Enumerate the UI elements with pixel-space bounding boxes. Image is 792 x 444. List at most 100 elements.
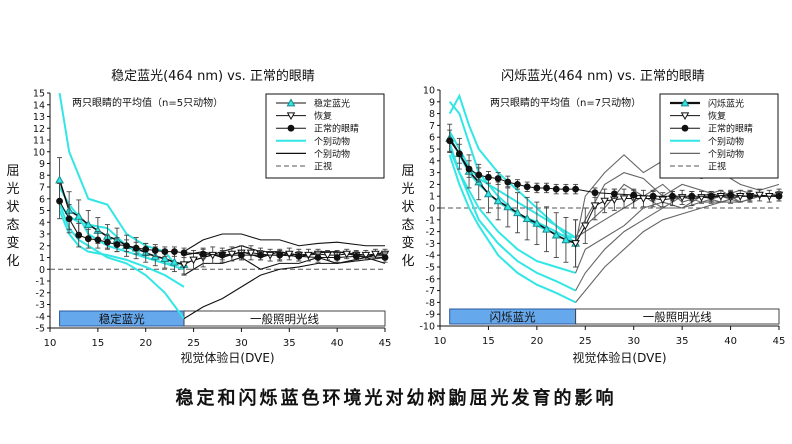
normal-eye-mean-marker — [630, 191, 638, 199]
individual-animal-line-recovery — [183, 256, 386, 320]
legend-swatch-triangle — [680, 98, 690, 107]
normal-eye-mean-marker — [523, 183, 531, 191]
normal-eye-mean-marker — [75, 231, 83, 239]
individual-animal-line-treatment — [58, 204, 185, 320]
normal-light-period-bar — [575, 308, 780, 325]
legend-label: 正常的眼睛 — [314, 123, 359, 135]
y-tick-label: -1 — [426, 215, 435, 226]
recovery-mean-marker — [361, 251, 371, 260]
recovery-mean-marker — [227, 250, 237, 259]
normal-eye-mean-marker — [295, 252, 303, 260]
normal-eye-mean-marker — [238, 251, 245, 259]
normal-eye-mean-marker — [543, 184, 550, 192]
y-tick-label: 7 — [429, 121, 435, 132]
y-tick-label: 12 — [33, 124, 45, 135]
treatment-mean-marker — [561, 235, 571, 244]
y-tick-label: 15 — [33, 89, 45, 100]
normal-eye-mean-marker — [180, 249, 188, 257]
normal-eye-mean-marker — [552, 185, 560, 193]
legend-label: 闪烁蓝光 — [708, 98, 744, 110]
y-axis-label: 光 — [401, 182, 414, 197]
legend-swatch-triangle — [286, 98, 296, 107]
legend-label: 个别动物 — [708, 135, 744, 147]
y-tick-label: 13 — [33, 112, 45, 123]
legend-swatch-circle — [681, 124, 689, 132]
legend-label: 个别动物 — [708, 148, 744, 160]
y-axis-label: 态 — [401, 218, 414, 233]
y-tick-label: -4 — [426, 251, 435, 262]
normal-eye-mean-marker — [65, 215, 73, 223]
y-tick-label: 9 — [39, 159, 45, 170]
normal-eye-mean-marker — [465, 165, 473, 173]
x-tick-label: 15 — [482, 336, 495, 347]
y-axis-label: 屈 — [401, 164, 414, 179]
y-tick-label: -3 — [36, 300, 45, 311]
x-tick-label: 30 — [235, 338, 248, 349]
x-tick-label: 40 — [724, 336, 737, 347]
individual-animal-line-treatment — [448, 142, 577, 292]
x-tick-label: 35 — [283, 338, 296, 349]
normal-eye-mean-marker — [171, 248, 178, 256]
y-tick-label: 4 — [429, 156, 435, 167]
y-tick-label: -8 — [426, 298, 435, 309]
treatment-mean-marker — [55, 175, 65, 184]
normal-eye-mean-marker — [218, 251, 226, 259]
treatment-mean-marker — [169, 257, 179, 266]
y-axis-label: 化 — [401, 254, 414, 269]
individual-animal-line-recovery — [575, 195, 779, 303]
normal-eye-mean-marker — [161, 248, 169, 256]
normal-eye-mean-marker — [504, 178, 512, 186]
treatment-mean-marker — [503, 202, 513, 211]
y-tick-label: 3 — [429, 168, 435, 179]
treatment-mean-marker — [532, 218, 542, 227]
recovery-mean-marker — [590, 202, 600, 211]
normal-eye-mean-marker — [727, 191, 734, 199]
legend-label: 正视 — [708, 161, 726, 173]
legend-swatch-open-triangle — [286, 112, 296, 121]
y-tick-label: -10 — [419, 322, 435, 333]
normal-eye-mean-marker — [84, 235, 92, 243]
normal-eye-mean-marker — [113, 241, 121, 248]
recovery-mean-marker — [371, 250, 380, 259]
recovery-mean-marker — [755, 191, 764, 200]
normal-eye-mean-marker — [514, 181, 521, 188]
blue-light-period-label: 闪烁蓝光 — [490, 310, 536, 324]
legend-label: 恢复 — [708, 110, 726, 122]
individual-animal-line-treatment — [58, 210, 185, 288]
recovery-mean-marker — [658, 196, 668, 205]
legend-box — [265, 93, 385, 179]
recovery-mean-marker — [619, 195, 629, 203]
legend-label: 稳定蓝光 — [314, 98, 350, 110]
normal-eye-mean-marker — [142, 245, 150, 253]
y-tick-label: 11 — [33, 136, 45, 147]
normal-eye-mean-marker — [475, 171, 483, 179]
y-axis-label: 化 — [6, 254, 19, 269]
y-tick-label: 4 — [39, 218, 45, 229]
normal-eye-mean-marker — [94, 236, 102, 244]
treatment-mean-marker — [513, 208, 522, 217]
normal-eye-mean-marker — [123, 242, 130, 250]
y-tick-label: 3 — [39, 230, 45, 241]
y-axis-label: 状 — [6, 200, 19, 215]
x-tick-label: 35 — [676, 336, 689, 347]
chart-subtitle: 两只眼睛的平均值（n=7只动物） — [490, 96, 641, 109]
normal-eye-mean-marker — [591, 189, 599, 197]
y-axis-label: 变 — [6, 235, 19, 251]
y-tick-label: 1 — [429, 192, 435, 203]
y-tick-label: 7 — [39, 183, 45, 194]
treatment-mean-marker — [522, 213, 532, 222]
x-tick-label: 45 — [379, 338, 392, 349]
x-tick-label: 25 — [187, 338, 200, 349]
normal-eye-mean-marker — [276, 251, 284, 259]
y-tick-label: 6 — [429, 133, 435, 144]
normal-eye-mean-marker — [314, 254, 322, 261]
legend-label: 正视 — [314, 161, 332, 173]
treatment-mean-marker — [160, 254, 170, 263]
recovery-mean-marker — [285, 250, 294, 259]
figure-caption: 稳定和闪烁蓝色环境光对幼树鼩屈光发育的影响 — [175, 388, 617, 409]
y-tick-label: 2 — [429, 180, 435, 191]
x-axis-label: 视觉体验日(DVE) — [572, 350, 666, 365]
legend-label: 恢复 — [314, 110, 332, 122]
x-tick-label: 15 — [91, 338, 104, 349]
individual-animal-line-treatment — [58, 92, 184, 265]
